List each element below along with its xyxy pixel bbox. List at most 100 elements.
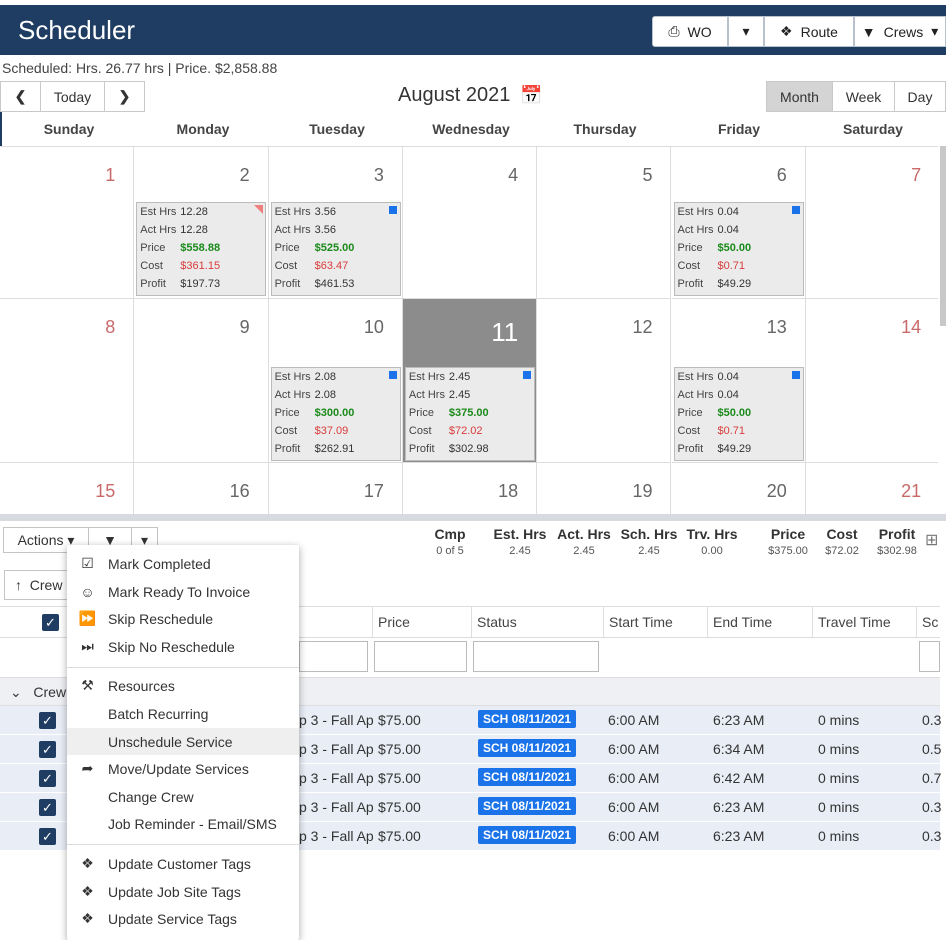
table-row[interactable]: ✓ p 3 - Fall Ap $75.00 SCH 08/11/2021 6:00 A… bbox=[0, 793, 941, 822]
cell-travel: 0 mins bbox=[818, 799, 860, 815]
menu-item-mark-completed[interactable]: ☑ Mark Completed bbox=[67, 550, 299, 577]
menu-item-resources[interactable]: ⚒ Resources bbox=[67, 672, 299, 699]
day-summary-card[interactable]: Est Hrs 0.04 Act Hrs 0.04 Price $50.00 Cost $0.… bbox=[673, 202, 804, 296]
menu-item-skip-reschedule[interactable]: ⏩ Skip Reschedule bbox=[67, 605, 299, 632]
status-filter-input[interactable] bbox=[473, 641, 599, 672]
day-cell[interactable]: 6 Est Hrs 0.04 Act Hrs 0.04 Price $50.00 Cost $0… bbox=[671, 147, 806, 299]
stat-label: Sch. Hrs bbox=[620, 526, 678, 542]
wo-dropdown-button[interactable]: ▾ bbox=[728, 16, 764, 47]
table-row[interactable]: ✓ p 3 - Fall Ap $75.00 SCH 08/11/2021 6:00 A… bbox=[0, 764, 941, 793]
price-filter-input[interactable] bbox=[374, 641, 467, 672]
day-cell[interactable]: 16 bbox=[134, 463, 269, 514]
day-summary-card[interactable]: Est Hrs 2.45 Act Hrs 2.45 Price $375.00 Cost $7… bbox=[404, 367, 535, 461]
column-header-end-time[interactable]: End Time bbox=[707, 607, 812, 638]
column-header-sc[interactable]: Sc bbox=[916, 607, 940, 638]
stat-price: Price $375.00 bbox=[762, 526, 814, 562]
menu-item-skip-no-reschedule[interactable]: ⏭ Skip No Reschedule bbox=[67, 633, 299, 660]
card-value: 12.28 bbox=[180, 206, 208, 218]
day-cell[interactable]: 12 bbox=[537, 299, 672, 463]
menu-item-mark-ready-to-invoice[interactable]: ☺ Mark Ready To Invoice bbox=[67, 578, 299, 605]
day-cell[interactable]: 13 Est Hrs 0.04 Act Hrs 0.04 Price $50.00 Cost $… bbox=[671, 299, 806, 463]
row-checkbox[interactable]: ✓ bbox=[39, 712, 56, 729]
card-label: Act Hrs bbox=[677, 389, 714, 401]
card-value: 0.04 bbox=[717, 206, 739, 218]
menu-item-update-job-site-tags[interactable]: ❖ Update Job Site Tags bbox=[67, 878, 299, 905]
card-label: Act Hrs bbox=[677, 224, 714, 236]
day-cell[interactable]: 21 bbox=[806, 463, 938, 514]
card-row: Act Hrs 2.45 bbox=[409, 386, 534, 404]
select-all-checkbox[interactable]: ✓ bbox=[42, 614, 59, 631]
grid-layout-icon[interactable]: ⊞ bbox=[925, 532, 939, 549]
prev-button[interactable]: ❮ bbox=[0, 81, 41, 112]
day-cell[interactable]: 15 bbox=[0, 463, 135, 514]
day-summary-card[interactable]: Est Hrs 12.28 Act Hrs 12.28 Price $558.88 Cost… bbox=[136, 202, 267, 296]
menu-item-unschedule-service[interactable]: Unschedule Service bbox=[67, 728, 299, 755]
sc-filter-input[interactable] bbox=[919, 641, 940, 672]
crews-button[interactable]: ▼ Crews ▾ bbox=[854, 16, 946, 47]
caret-down-icon: ▾ bbox=[67, 531, 75, 548]
day-summary-card[interactable]: Est Hrs 3.56 Act Hrs 3.56 Price $525.00 Cost $6… bbox=[270, 202, 401, 296]
day-cell[interactable]: 17 bbox=[269, 463, 403, 514]
day-cell[interactable]: 2 Est Hrs 12.28 Act Hrs 12.28 Price $558.88 Cos… bbox=[134, 147, 269, 299]
crew-sort-button[interactable]: ↑ Crew bbox=[4, 570, 68, 600]
day-cell[interactable]: 19 bbox=[537, 463, 672, 514]
column-header-start-time[interactable]: Start Time bbox=[603, 607, 707, 638]
tab-week[interactable]: Week bbox=[832, 81, 895, 112]
column-header-price[interactable]: Price bbox=[372, 607, 471, 638]
day-cell[interactable]: 3 Est Hrs 3.56 Act Hrs 3.56 Price $525.00 Cost $… bbox=[268, 147, 403, 299]
route-button[interactable]: ❖ Route bbox=[764, 16, 854, 47]
page-title: Scheduler bbox=[18, 15, 136, 45]
calendar-icon[interactable]: 📅 bbox=[520, 85, 543, 105]
day-cell[interactable]: 20 bbox=[672, 463, 806, 514]
card-label: Price bbox=[677, 407, 703, 419]
menu-item-batch-recurring[interactable]: Batch Recurring bbox=[67, 700, 299, 727]
day-number: 17 bbox=[363, 481, 384, 501]
day-cell[interactable]: 14 bbox=[805, 299, 938, 463]
card-label: Cost bbox=[677, 260, 701, 272]
day-cell[interactable]: 4 bbox=[402, 147, 538, 299]
menu-item-move-update-services[interactable]: ➦ Move/Update Services bbox=[67, 755, 299, 782]
day-cell[interactable]: 5 bbox=[537, 147, 672, 299]
card-row: Cost $0.71 bbox=[678, 257, 803, 275]
day-cell[interactable]: 9 bbox=[134, 299, 269, 463]
day-summary-card[interactable]: Est Hrs 0.04 Act Hrs 0.04 Price $50.00 Cost $0.… bbox=[673, 367, 804, 461]
day-number: 10 bbox=[363, 317, 384, 337]
cell-start: 6:00 AM bbox=[608, 770, 660, 786]
day-cell[interactable]: 18 bbox=[403, 463, 538, 514]
table-row[interactable]: ✓ p 3 - Fall Ap $75.00 SCH 08/11/2021 6:00 A… bbox=[0, 822, 942, 851]
column-header-status[interactable]: Status bbox=[471, 607, 603, 638]
day-summary-card[interactable]: Est Hrs 2.08 Act Hrs 2.08 Price $300.00 Cost $3… bbox=[270, 367, 401, 461]
menu-item-job-reminder-email-sms[interactable]: Job Reminder - Email/SMS bbox=[67, 810, 299, 837]
today-button[interactable]: Today bbox=[40, 81, 105, 112]
menu-item-update-customer-tags[interactable]: ❖ Update Customer Tags bbox=[67, 850, 299, 877]
day-cell[interactable]: 7 bbox=[805, 147, 938, 299]
day-cell[interactable]: 1 bbox=[0, 147, 135, 299]
menu-item-change-crew[interactable]: Change Crew bbox=[67, 783, 299, 810]
tab-day[interactable]: Day bbox=[894, 81, 946, 112]
row-checkbox[interactable]: ✓ bbox=[39, 828, 56, 845]
cell-svc: p 3 - Fall Ap bbox=[299, 770, 374, 786]
wo-button[interactable]: ⎙ WO bbox=[652, 16, 728, 47]
card-value: 3.56 bbox=[314, 224, 337, 236]
stat-label: Est. Hrs bbox=[493, 526, 547, 542]
column-header-travel-time[interactable]: Travel Time bbox=[812, 607, 916, 638]
day-cell[interactable]: 11 Est Hrs 2.45 Act Hrs 2.45 Price $375.00 Cost… bbox=[402, 299, 538, 463]
menu-item-label: Resources bbox=[108, 677, 175, 694]
cell-sc: 0.3 bbox=[922, 828, 942, 844]
cell-sc: 0.5 bbox=[922, 741, 942, 757]
panel-splitter[interactable] bbox=[0, 514, 946, 521]
menu-item-update-service-tags[interactable]: ❖ Update Service Tags bbox=[67, 905, 299, 932]
actions-button[interactable]: Actions ▾ bbox=[3, 527, 89, 553]
next-button[interactable]: ❯ bbox=[104, 81, 145, 112]
calendar-scrollbar[interactable] bbox=[940, 146, 946, 326]
check-square-icon: ☑ bbox=[81, 555, 94, 571]
tab-month[interactable]: Month bbox=[766, 81, 833, 112]
card-row: Price $50.00 bbox=[678, 239, 803, 257]
row-checkbox[interactable]: ✓ bbox=[39, 741, 56, 758]
service-filter-input[interactable] bbox=[299, 641, 368, 672]
day-cell[interactable]: 8 bbox=[0, 299, 135, 463]
row-checkbox[interactable]: ✓ bbox=[39, 770, 56, 787]
day-number: 4 bbox=[508, 165, 519, 185]
day-cell[interactable]: 10 Est Hrs 2.08 Act Hrs 2.08 Price $300.00 Cost… bbox=[268, 299, 403, 463]
row-checkbox[interactable]: ✓ bbox=[39, 799, 56, 816]
